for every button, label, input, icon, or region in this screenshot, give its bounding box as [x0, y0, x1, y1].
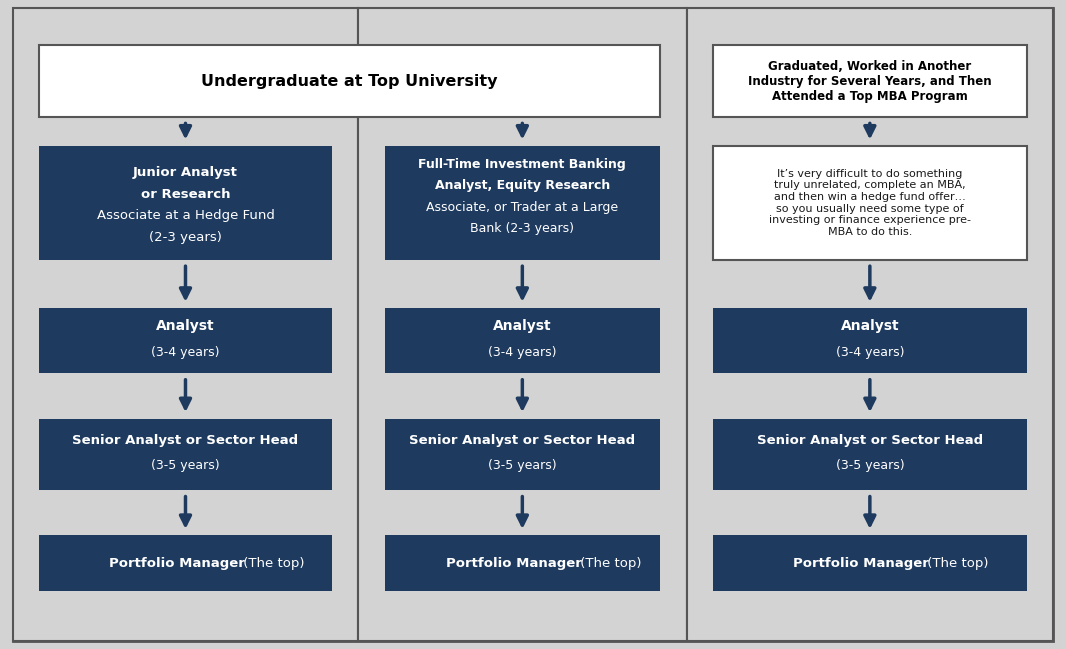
FancyBboxPatch shape	[358, 8, 687, 641]
Text: It’s very difficult to do something
truly unrelated, complete an MBA,
and then w: It’s very difficult to do something trul…	[769, 169, 971, 237]
Text: Portfolio Manager: Portfolio Manager	[446, 556, 581, 570]
Text: Associate, or Trader at a Large: Associate, or Trader at a Large	[426, 201, 618, 214]
FancyBboxPatch shape	[713, 45, 1027, 117]
FancyBboxPatch shape	[385, 308, 660, 373]
FancyBboxPatch shape	[39, 419, 332, 490]
Text: (3-4 years): (3-4 years)	[836, 346, 904, 359]
Text: (3-5 years): (3-5 years)	[836, 459, 904, 472]
Text: Portfolio Manager: Portfolio Manager	[793, 556, 928, 570]
Text: (3-5 years): (3-5 years)	[151, 459, 220, 472]
FancyBboxPatch shape	[687, 8, 1053, 641]
Text: Analyst: Analyst	[841, 319, 899, 334]
FancyBboxPatch shape	[39, 45, 660, 117]
Text: Portfolio Manager: Portfolio Manager	[109, 556, 244, 570]
Text: Analyst, Equity Research: Analyst, Equity Research	[435, 179, 610, 192]
FancyBboxPatch shape	[713, 419, 1027, 490]
FancyBboxPatch shape	[39, 146, 332, 260]
Text: Analyst: Analyst	[494, 319, 551, 334]
Text: Senior Analyst or Sector Head: Senior Analyst or Sector Head	[409, 434, 635, 447]
FancyBboxPatch shape	[713, 146, 1027, 260]
Text: (The top): (The top)	[239, 556, 304, 570]
Text: Senior Analyst or Sector Head: Senior Analyst or Sector Head	[72, 434, 298, 447]
FancyBboxPatch shape	[385, 419, 660, 490]
Text: (The top): (The top)	[576, 556, 641, 570]
Text: (3-4 years): (3-4 years)	[488, 346, 556, 359]
FancyBboxPatch shape	[13, 8, 358, 641]
Text: Bank (2-3 years): Bank (2-3 years)	[470, 222, 575, 235]
Text: (3-5 years): (3-5 years)	[488, 459, 556, 472]
Text: Senior Analyst or Sector Head: Senior Analyst or Sector Head	[757, 434, 983, 447]
FancyBboxPatch shape	[713, 308, 1027, 373]
FancyBboxPatch shape	[385, 146, 660, 260]
Text: or Research: or Research	[141, 188, 230, 201]
Text: (The top): (The top)	[923, 556, 988, 570]
Text: Full-Time Investment Banking: Full-Time Investment Banking	[419, 158, 626, 171]
FancyBboxPatch shape	[39, 308, 332, 373]
FancyBboxPatch shape	[713, 535, 1027, 591]
Text: (2-3 years): (2-3 years)	[149, 230, 222, 243]
Text: Junior Analyst: Junior Analyst	[133, 166, 238, 179]
Text: Associate at a Hedge Fund: Associate at a Hedge Fund	[97, 209, 274, 222]
Text: Graduated, Worked in Another
Industry for Several Years, and Then
Attended a Top: Graduated, Worked in Another Industry fo…	[748, 60, 991, 103]
Text: Analyst: Analyst	[157, 319, 214, 334]
Text: Undergraduate at Top University: Undergraduate at Top University	[201, 73, 498, 89]
FancyBboxPatch shape	[13, 8, 1053, 641]
Text: (3-4 years): (3-4 years)	[151, 346, 220, 359]
FancyBboxPatch shape	[385, 535, 660, 591]
FancyBboxPatch shape	[39, 535, 332, 591]
